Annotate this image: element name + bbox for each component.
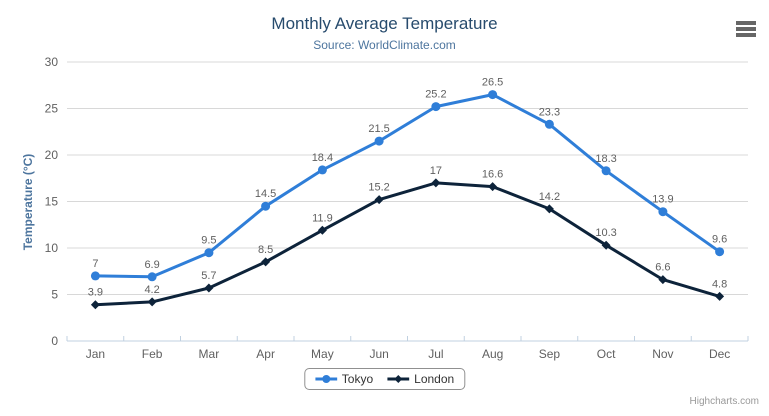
data-label: 6.9 <box>144 259 159 271</box>
legend-item-london[interactable]: London <box>387 372 454 386</box>
data-label: 8.5 <box>258 244 273 256</box>
data-point[interactable] <box>147 272 157 282</box>
chart-subtitle: Source: WorldClimate.com <box>313 38 456 52</box>
x-axis-tick-label: Feb <box>142 347 163 361</box>
data-label: 6.6 <box>655 262 670 274</box>
data-label: 17 <box>430 165 442 177</box>
data-label: 23.3 <box>539 106 560 118</box>
data-point[interactable] <box>374 195 384 205</box>
y-grid: 0 5 10 15 20 25 30 <box>45 55 748 348</box>
data-point[interactable] <box>544 119 554 129</box>
x-axis-tick-label: Jun <box>369 347 388 361</box>
data-label: 14.5 <box>255 188 276 200</box>
y-axis-tick-label: 20 <box>45 148 59 162</box>
x-axis-tick-label: May <box>311 347 334 361</box>
highcharts-credit-link[interactable]: Highcharts.com <box>689 396 759 407</box>
data-label: 4.2 <box>144 284 159 296</box>
x-axis-tick-label: Jan <box>86 347 105 361</box>
data-point[interactable] <box>658 275 668 285</box>
data-point[interactable] <box>658 207 668 217</box>
x-axis-tick-label: Dec <box>709 347 730 361</box>
x-axis-tick-label: Oct <box>597 347 616 361</box>
menu-bar <box>736 21 756 25</box>
hamburger-menu-icon[interactable] <box>736 21 756 37</box>
y-axis-tick-label: 0 <box>51 334 58 348</box>
legend: Tokyo London <box>303 368 466 390</box>
data-point[interactable] <box>90 271 100 281</box>
data-point[interactable] <box>715 247 725 257</box>
data-point[interactable] <box>431 102 441 112</box>
data-label: 5.7 <box>201 270 216 282</box>
x-axis-tick-label: Apr <box>256 347 275 361</box>
data-label: 9.6 <box>712 234 727 246</box>
data-label: 10.3 <box>595 227 616 239</box>
y-axis-tick-label: 10 <box>45 241 59 255</box>
data-label: 15.2 <box>368 182 389 194</box>
data-label: 26.5 <box>482 77 503 89</box>
data-point[interactable] <box>488 90 498 100</box>
data-point[interactable] <box>261 201 271 211</box>
chart-title: Monthly Average Temperature <box>271 14 498 33</box>
data-label: 4.8 <box>712 278 727 290</box>
series-line[interactable] <box>93 181 722 307</box>
data-point[interactable] <box>431 178 441 188</box>
legend-marker-circle <box>314 375 337 383</box>
legend-marker-diamond <box>387 375 410 383</box>
data-label: 18.4 <box>312 152 333 164</box>
y-axis-tick-label: 15 <box>45 195 59 209</box>
data-point[interactable] <box>261 257 271 267</box>
legend-item-tokyo[interactable]: Tokyo <box>314 372 374 386</box>
data-label: 18.3 <box>595 153 616 165</box>
x-axis-tick-label: Mar <box>199 347 220 361</box>
x-axis-tick-label: Sep <box>539 347 561 361</box>
data-point[interactable] <box>317 165 327 175</box>
data-point[interactable] <box>204 283 214 293</box>
data-label: 3.9 <box>88 287 103 299</box>
data-point[interactable] <box>601 240 611 250</box>
data-point[interactable] <box>544 204 554 214</box>
data-label: 21.5 <box>368 123 389 135</box>
data-point[interactable] <box>204 248 214 258</box>
data-label: 25.2 <box>425 89 446 101</box>
data-point[interactable] <box>147 297 157 307</box>
menu-bar <box>736 27 756 31</box>
data-label: 14.2 <box>539 191 560 203</box>
menu-bar <box>736 33 756 37</box>
data-point[interactable] <box>374 136 384 146</box>
data-label: 13.9 <box>652 194 673 206</box>
x-axis-tick-label: Jul <box>428 347 443 361</box>
y-axis-tick-label: 5 <box>51 288 58 302</box>
data-label: 16.6 <box>482 169 503 181</box>
x-axis-tick-label: Nov <box>652 347 673 361</box>
series-london: 3.9 4.2 5.7 8.5 11.9 15.2 17 16.6 14.2 10.3 6.6 4.8 <box>88 165 727 310</box>
data-point[interactable] <box>488 182 498 192</box>
data-label: 9.5 <box>201 235 216 247</box>
legend-label: Tokyo <box>341 372 374 386</box>
data-point[interactable] <box>601 166 611 176</box>
series-tokyo: 7 6.9 9.5 14.5 18.4 21.5 25.2 26.5 23.3 18.3 13.9 9… <box>90 77 727 282</box>
legend-label: London <box>414 372 455 386</box>
y-axis-tick-label: 30 <box>45 55 59 69</box>
data-label: 7 <box>92 258 98 270</box>
x-axis-tick-label: Aug <box>482 347 503 361</box>
series-line[interactable] <box>93 93 722 279</box>
data-point[interactable] <box>317 225 327 235</box>
y-axis-tick-label: 25 <box>45 102 59 116</box>
data-point[interactable] <box>715 291 725 301</box>
data-point[interactable] <box>90 300 100 310</box>
data-label: 11.9 <box>312 212 333 224</box>
x-axis: Jan Feb Mar Apr May Jun Jul Aug Sep Oct Nov Dec <box>66 336 749 361</box>
